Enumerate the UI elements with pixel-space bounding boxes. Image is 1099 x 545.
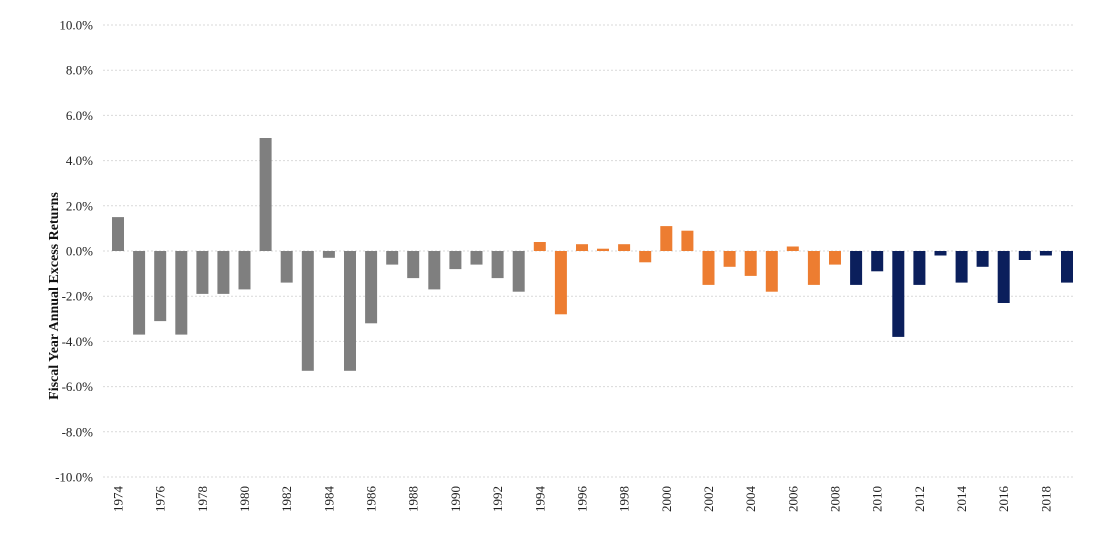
x-tick-label: 1980	[237, 486, 252, 512]
x-tick-label: 2000	[659, 486, 674, 512]
bar-1980	[238, 251, 251, 290]
bar-2018	[1039, 251, 1052, 256]
bar-1990	[449, 251, 462, 270]
bar-2001	[681, 230, 694, 251]
x-tick-label: 1996	[575, 486, 590, 513]
y-tick-label: 10.0%	[59, 18, 93, 33]
bar-1999	[639, 251, 652, 263]
x-tick-label: 2018	[1038, 486, 1053, 512]
x-tick-label: 1986	[364, 486, 379, 513]
bar-1986	[365, 251, 378, 324]
bar-1985	[344, 251, 356, 371]
x-tick-label: 1992	[490, 486, 505, 512]
bar-1995	[554, 251, 567, 315]
bar-1978	[196, 251, 209, 294]
x-tick-label: 1988	[406, 486, 421, 512]
x-tick-label: 1990	[448, 486, 463, 512]
bar-2005	[765, 251, 778, 292]
x-tick-label: 2016	[996, 486, 1011, 513]
bar-2008	[829, 251, 841, 265]
bar-2004	[744, 251, 757, 276]
x-tick-label: 1994	[532, 486, 547, 513]
bar-1998	[618, 244, 631, 251]
bar-2000	[660, 226, 673, 251]
bar-1983	[301, 251, 314, 371]
x-axis-tick-labels: 1974 1976 1978 1980 1982 1984 1986 1988 1990 1992…	[111, 486, 1054, 513]
bar-2010	[871, 251, 884, 272]
y-tick-label: 2.0%	[66, 198, 93, 213]
x-tick-label: 1976	[153, 486, 168, 513]
x-tick-label: 2006	[785, 486, 800, 513]
y-tick-label: 0.0%	[66, 244, 93, 259]
y-tick-label: -8.0%	[62, 424, 94, 439]
y-axis-title: Fiscal Year Annual Excess Returns	[47, 192, 62, 400]
bar-1984	[322, 251, 335, 258]
bar-1992	[491, 251, 504, 279]
bar-2009	[850, 251, 863, 285]
x-tick-label: 1984	[321, 486, 336, 513]
x-tick-label: 1978	[195, 486, 210, 512]
bar-2003	[723, 251, 736, 267]
bar-1974	[112, 217, 124, 251]
y-tick-label: 8.0%	[66, 63, 93, 78]
y-tick-label: -4.0%	[62, 334, 94, 349]
bar-1977	[175, 251, 188, 335]
bar-1979	[217, 251, 230, 294]
y-tick-label: -2.0%	[62, 289, 94, 304]
bar-2017	[1018, 251, 1031, 260]
bar-2016	[997, 251, 1010, 303]
bar-2012	[913, 251, 926, 285]
y-tick-label: 4.0%	[66, 153, 93, 168]
y-axis-tick-labels: 10.0% 8.0% 6.0% 4.0% 2.0% 0.0% -2.0% -4.0% -6.0%…	[55, 18, 93, 485]
x-tick-label: 2002	[701, 486, 716, 512]
bar-2007	[807, 251, 820, 285]
bar-1975	[133, 251, 146, 335]
bar-1997	[597, 248, 609, 251]
bar-2006	[786, 246, 799, 251]
bar-1989	[428, 251, 441, 290]
bar-2011	[892, 251, 905, 337]
bar-1988	[407, 251, 420, 279]
y-tick-label: -6.0%	[62, 379, 94, 394]
bar-1976	[154, 251, 167, 322]
bar-2019	[1061, 251, 1073, 283]
x-tick-label: 2008	[828, 486, 843, 512]
bar-2015	[976, 251, 989, 267]
bar-1991	[470, 251, 483, 265]
bar-2013	[934, 251, 947, 256]
x-tick-label: 2010	[870, 486, 885, 512]
x-tick-label: 2014	[954, 486, 969, 513]
bars	[112, 138, 1073, 371]
bar-1994	[533, 242, 546, 251]
bar-2002	[702, 251, 715, 285]
bar-1987	[386, 251, 399, 265]
x-tick-label: 1982	[279, 486, 294, 512]
x-tick-label: 1998	[617, 486, 632, 512]
bar-1981	[259, 138, 272, 251]
bar-2014	[955, 251, 968, 283]
x-tick-label: 2012	[912, 486, 927, 512]
bar-1996	[576, 244, 588, 251]
x-tick-label: 2004	[743, 486, 758, 513]
bar-1982	[280, 251, 293, 283]
x-tick-label: 1974	[111, 486, 126, 513]
bar-1993	[512, 251, 525, 292]
y-tick-label: 6.0%	[66, 108, 93, 123]
y-tick-label: -10.0%	[55, 470, 93, 485]
